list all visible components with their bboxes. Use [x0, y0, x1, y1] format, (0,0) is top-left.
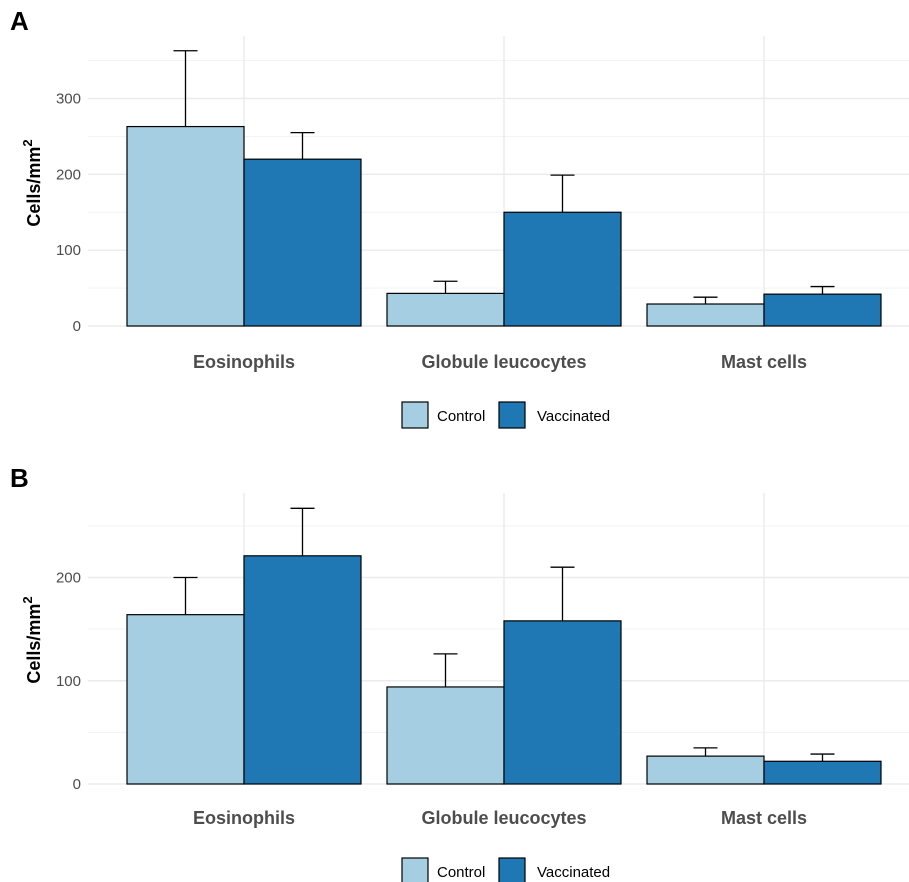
legend-label-vaccinated: Vaccinated — [537, 864, 610, 881]
legend-label-control: Control — [437, 408, 485, 425]
x-tick-label: Mast cells — [721, 808, 807, 828]
panel-a: 0 100 200 300 Eosinophils Globule leucocytes M… — [10, 6, 909, 429]
bar-vaccinated-globule-leucocytes — [503, 620, 622, 785]
bar-control-eosinophils — [126, 614, 245, 785]
bar-vaccinated-globule-leucocytes — [503, 211, 622, 327]
y-tick-label: 300 — [56, 91, 81, 108]
bar-control-globule-leucocytes — [386, 292, 505, 327]
x-tick-label: Eosinophils — [193, 808, 295, 828]
x-tick-label: Mast cells — [721, 352, 807, 372]
y-axis-label: Cells/mm2 — [20, 139, 44, 226]
x-tick-label: Eosinophils — [193, 352, 295, 372]
legend: Control Vaccinated — [401, 857, 610, 882]
panel-letter: A — [10, 6, 29, 36]
y-tick-label: 200 — [56, 166, 81, 183]
legend-key-control — [401, 401, 429, 429]
legend-key-vaccinated — [498, 857, 526, 882]
y-tick-label: 200 — [56, 570, 81, 587]
legend-key-control — [401, 857, 429, 882]
x-tick-label: Globule leucocytes — [421, 808, 586, 828]
bar-vaccinated-eosinophils — [243, 555, 362, 785]
legend-label-control: Control — [437, 864, 485, 881]
bar-vaccinated-mast-cells — [763, 760, 882, 785]
y-axis-label: Cells/mm2 — [20, 596, 44, 683]
panel-letter: B — [10, 463, 29, 493]
bar-control-globule-leucocytes — [386, 686, 505, 785]
legend-label-vaccinated: Vaccinated — [537, 408, 610, 425]
bar-vaccinated-mast-cells — [763, 293, 882, 327]
bar-control-mast-cells — [646, 303, 765, 327]
y-tick-label: 100 — [56, 673, 81, 690]
legend-key-vaccinated — [498, 401, 526, 429]
y-tick-label: 0 — [73, 318, 81, 335]
panel-b: 0 100 200 Eosinophils Globule leucocytes Mast… — [10, 463, 909, 882]
x-tick-label: Globule leucocytes — [421, 352, 586, 372]
y-tick-label: 0 — [73, 776, 81, 793]
bar-control-eosinophils — [126, 125, 245, 327]
legend: Control Vaccinated — [401, 401, 610, 429]
bar-control-mast-cells — [646, 755, 765, 785]
y-tick-label: 100 — [56, 242, 81, 259]
bar-vaccinated-eosinophils — [243, 158, 362, 327]
